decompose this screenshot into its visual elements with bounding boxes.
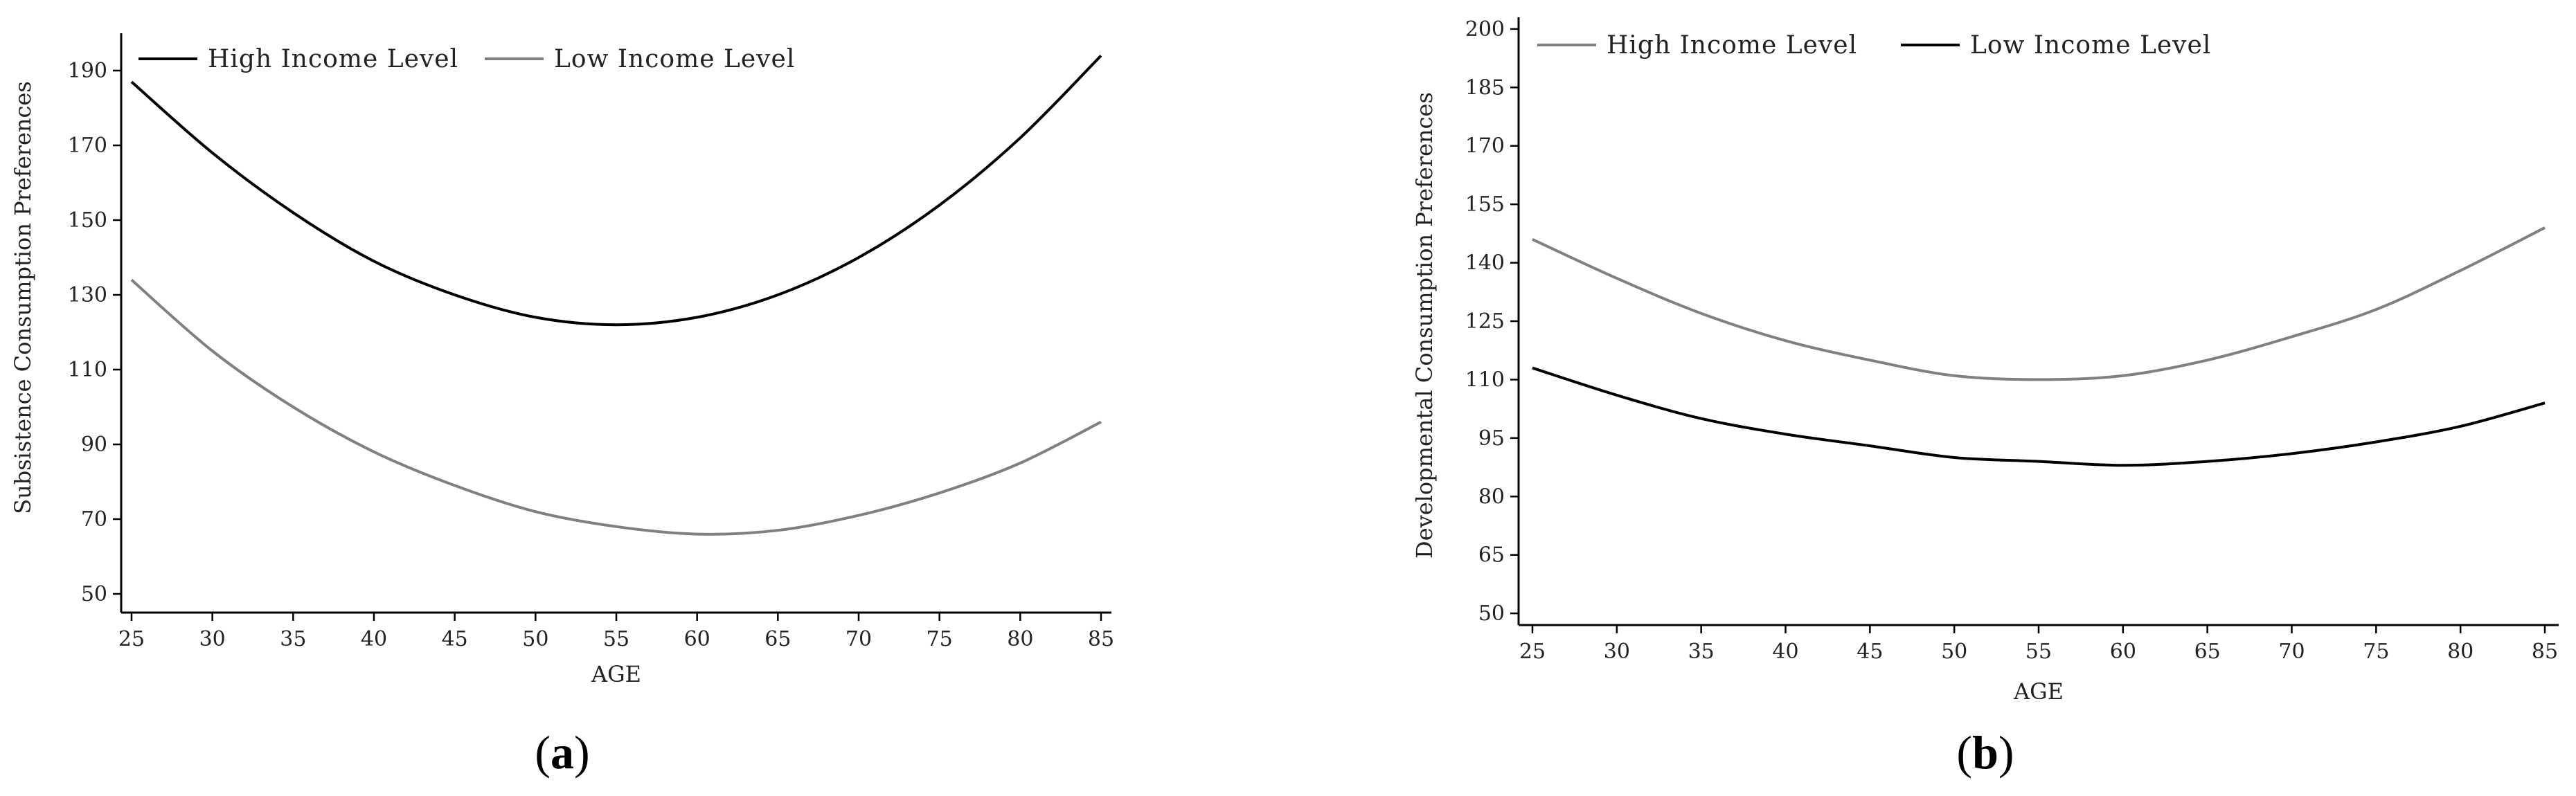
y-tick-label: 125 bbox=[1465, 309, 1505, 334]
y-tick-label: 50 bbox=[1478, 601, 1505, 626]
x-tick-label: 60 bbox=[684, 627, 710, 651]
y-tick-label: 110 bbox=[1465, 368, 1505, 392]
x-tick-label: 75 bbox=[2363, 640, 2389, 664]
x-tick-label: 25 bbox=[1519, 640, 1546, 664]
y-tick-label: 90 bbox=[81, 433, 107, 457]
y-tick-label: 150 bbox=[68, 208, 107, 233]
x-tick-label: 70 bbox=[2278, 640, 2305, 664]
x-tick-label: 80 bbox=[1007, 627, 1033, 651]
x-tick-label: 30 bbox=[199, 627, 226, 651]
legend-label: Low Income Level bbox=[1970, 31, 2211, 60]
x-axis-label: AGE bbox=[591, 661, 641, 687]
y-axis-label: Subsistence Consumption Preferences bbox=[10, 81, 36, 514]
x-tick-label: 60 bbox=[2110, 640, 2136, 664]
y-tick-label: 140 bbox=[1465, 251, 1505, 275]
x-axis-label: AGE bbox=[2013, 678, 2064, 705]
x-tick-label: 75 bbox=[927, 627, 953, 651]
y-tick-label: 130 bbox=[68, 283, 107, 307]
y-tick-label: 185 bbox=[1465, 75, 1505, 100]
legend-label: High Income Level bbox=[208, 45, 458, 73]
x-tick-label: 50 bbox=[1941, 640, 1967, 664]
y-tick-label: 170 bbox=[1465, 134, 1505, 159]
y-tick-label: 50 bbox=[81, 582, 107, 606]
y-tick-label: 200 bbox=[1465, 17, 1505, 42]
panel-label: (a) bbox=[535, 726, 589, 779]
y-tick-label: 70 bbox=[81, 507, 107, 532]
series-line-low-income bbox=[1532, 366, 2546, 467]
x-tick-label: 35 bbox=[1688, 640, 1715, 664]
x-tick-label: 55 bbox=[2025, 640, 2052, 664]
x-tick-label: 25 bbox=[118, 627, 145, 651]
x-tick-label: 85 bbox=[1088, 627, 1114, 651]
x-tick-label: 50 bbox=[522, 627, 548, 651]
y-tick-label: 155 bbox=[1465, 192, 1505, 217]
series-line-high-income bbox=[130, 54, 1102, 327]
legend-label: Low Income Level bbox=[554, 45, 795, 73]
y-tick-label: 110 bbox=[68, 358, 107, 382]
y-tick-label: 65 bbox=[1478, 543, 1505, 568]
x-tick-label: 85 bbox=[2532, 640, 2558, 664]
x-tick-label: 35 bbox=[280, 627, 306, 651]
x-tick-label: 40 bbox=[361, 627, 387, 651]
y-tick-label: 190 bbox=[68, 59, 107, 83]
x-tick-label: 65 bbox=[764, 627, 791, 651]
x-tick-label: 55 bbox=[603, 627, 629, 651]
y-tick-label: 80 bbox=[1478, 485, 1505, 509]
x-tick-label: 45 bbox=[1857, 640, 1883, 664]
x-tick-label: 30 bbox=[1604, 640, 1630, 664]
x-tick-label: 80 bbox=[2447, 640, 2474, 664]
chart-b: 50 65 80 95 110 125 140 155 170 185 200 25 30 35 40 45 5… bbox=[1411, 17, 2559, 779]
panel-label: (b) bbox=[1956, 726, 2014, 779]
x-tick-label: 45 bbox=[442, 627, 468, 651]
y-axis-label: Developmental Consumption Preferences bbox=[1411, 92, 1438, 559]
x-tick-label: 65 bbox=[2194, 640, 2221, 664]
chart-a: 50 70 90 110 130 150 170 190 25 30 35 40 45 50 55 60 65 7… bbox=[10, 33, 1114, 779]
x-tick-label: 70 bbox=[846, 627, 872, 651]
y-tick-label: 95 bbox=[1478, 426, 1505, 451]
series-line-high-income bbox=[1532, 226, 2546, 381]
series-line-low-income bbox=[130, 278, 1102, 536]
x-tick-label: 40 bbox=[1772, 640, 1798, 664]
legend-label: High Income Level bbox=[1607, 31, 1857, 60]
y-tick-label: 170 bbox=[68, 134, 107, 158]
